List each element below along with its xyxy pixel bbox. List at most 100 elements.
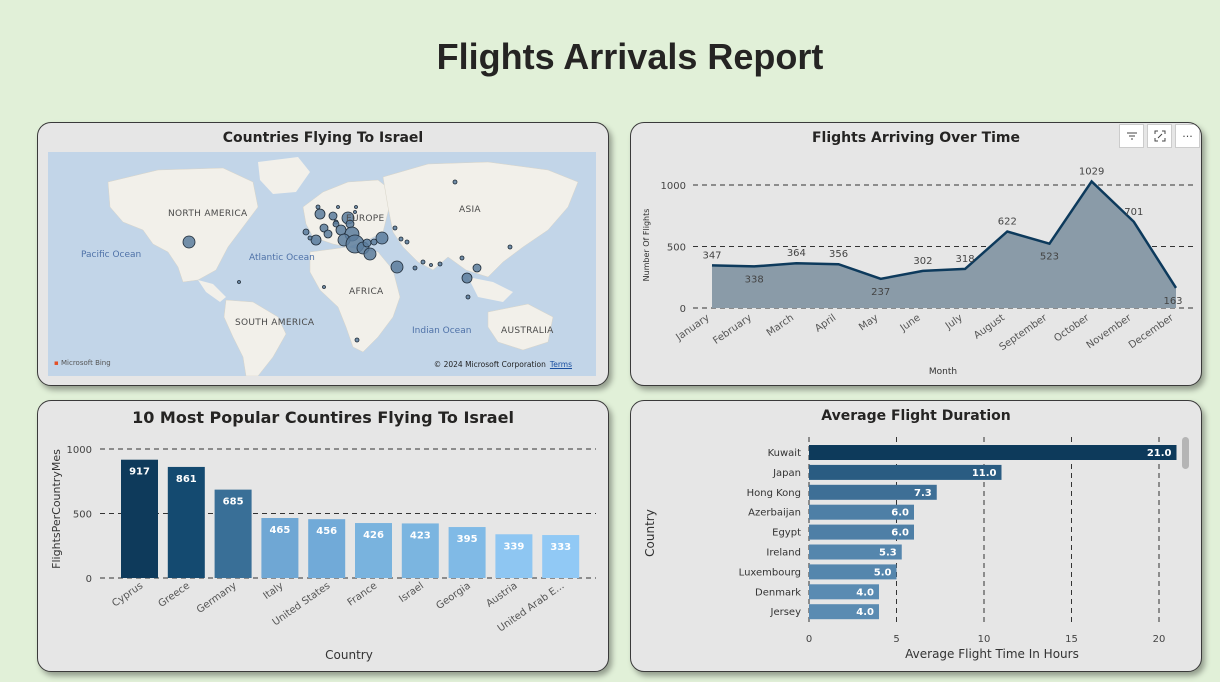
bar[interactable]: [448, 527, 486, 578]
map-bubble[interactable]: [392, 225, 398, 231]
map-bubble[interactable]: [370, 238, 378, 246]
line-data-label: 338: [745, 274, 764, 285]
label-north-america: NORTH AMERICA: [168, 209, 248, 219]
label-atlantic-ocean: Atlantic Ocean: [249, 253, 315, 263]
map-copyright: © 2024 Microsoft Corporation Terms: [434, 360, 572, 369]
line-x-tick: June: [898, 312, 923, 334]
hbar[interactable]: [809, 564, 897, 580]
hbar[interactable]: [809, 584, 879, 600]
map-bubble[interactable]: [307, 235, 313, 241]
map-bubble[interactable]: [237, 280, 241, 284]
hbar-x-tick: 0: [806, 634, 812, 645]
line-series[interactable]: [711, 179, 1178, 289]
line-chart-title: Flights Arriving Over Time: [811, 130, 1020, 146]
bar[interactable]: [542, 535, 580, 578]
hbar-y-tick: Denmark: [755, 587, 801, 598]
map-bubble[interactable]: [182, 235, 196, 249]
focus-mode-icon[interactable]: [1147, 124, 1172, 148]
terms-link[interactable]: Terms: [549, 360, 572, 369]
map-bubble[interactable]: [319, 223, 329, 233]
more-options-icon[interactable]: ···: [1175, 124, 1200, 148]
map-bubble[interactable]: [437, 261, 443, 267]
map-bubble[interactable]: [429, 263, 433, 267]
map-bubble[interactable]: [336, 205, 340, 209]
hbar-data-label: 7.3: [914, 488, 932, 499]
line-y-tick: 0: [680, 304, 686, 315]
map-bubble[interactable]: [322, 285, 326, 289]
hbar-y-axis-title: Country: [643, 509, 657, 557]
map-bubble[interactable]: [472, 263, 482, 273]
hbar-chart-canvas[interactable]: 0 5 10 15 20 21.0 Kuwait 11.0 Japan 7.3 Hong Kong…: [631, 401, 1201, 671]
map-bubble[interactable]: [461, 272, 473, 284]
bar[interactable]: [401, 523, 439, 578]
bar-y-tick: 500: [73, 510, 92, 521]
hbar[interactable]: [809, 445, 1177, 460]
map-bubble[interactable]: [363, 247, 377, 261]
map-bubble[interactable]: [452, 179, 458, 185]
map-bubble[interactable]: [465, 294, 471, 300]
label-africa: AFRICA: [349, 287, 384, 297]
hbar[interactable]: [809, 464, 1002, 480]
map-bubble[interactable]: [315, 204, 321, 210]
hbar-data-label: 5.0: [874, 567, 892, 578]
map-bubbles[interactable]: [182, 179, 513, 343]
bar-x-tick: Greece: [157, 580, 192, 609]
flights-over-time-visual[interactable]: Flights Arriving Over Time ··· 0 500 1000 …: [630, 122, 1202, 386]
bar[interactable]: [495, 534, 533, 578]
map-bubble[interactable]: [310, 234, 322, 246]
line-x-tick: December: [1127, 312, 1177, 351]
map-bubble[interactable]: [354, 205, 358, 209]
line-x-axis-title: Month: [929, 367, 957, 377]
map-bubble[interactable]: [354, 337, 360, 343]
hbar-y-tick: Azerbaijan: [748, 508, 801, 519]
line-y-tick: 1000: [661, 181, 686, 192]
bar-data-label: 917: [129, 467, 150, 478]
map-bubble[interactable]: [328, 211, 338, 221]
map-bubble[interactable]: [507, 244, 513, 250]
line-data-label: 302: [913, 256, 932, 267]
hbar-y-tick: Hong Kong: [747, 488, 801, 499]
hbar[interactable]: [809, 604, 879, 620]
line-x-tick: October: [1052, 312, 1092, 344]
bar[interactable]: [261, 518, 299, 578]
hbar[interactable]: [809, 504, 914, 520]
map-bubble[interactable]: [404, 239, 410, 245]
bar[interactable]: [167, 466, 205, 578]
hbar[interactable]: [809, 484, 937, 500]
map-bubble[interactable]: [398, 236, 404, 242]
hbar[interactable]: [809, 544, 902, 560]
map-bubble[interactable]: [390, 260, 404, 274]
map-bubble[interactable]: [323, 229, 333, 239]
hbar-x-tick: 10: [978, 634, 991, 645]
map-bubble[interactable]: [335, 224, 347, 236]
bar-data-label: 426: [363, 530, 384, 541]
popular-countries-visual[interactable]: 10 Most Popular Countires Flying To Isra…: [37, 400, 609, 672]
map-visual[interactable]: Countries Flying To Israel NORTH AMERICA…: [37, 122, 609, 386]
map-canvas[interactable]: [48, 152, 596, 376]
line-chart-canvas[interactable]: 0 500 1000 347 338 364 356 237 302 318 622 523 1029…: [631, 123, 1201, 385]
bar[interactable]: [121, 459, 158, 578]
map-bubble[interactable]: [314, 208, 326, 220]
map-bubble[interactable]: [412, 265, 418, 271]
hbar-scrollbar[interactable]: [1182, 437, 1189, 469]
bar[interactable]: [214, 489, 252, 578]
hbar[interactable]: [809, 524, 914, 540]
map-bubble[interactable]: [302, 228, 310, 236]
label-asia: ASIA: [459, 205, 481, 215]
line-data-label: 701: [1124, 207, 1143, 218]
map-bubble[interactable]: [375, 231, 389, 245]
map-bubble[interactable]: [362, 238, 372, 248]
line-data-label: 163: [1163, 296, 1182, 307]
filter-icon[interactable]: [1119, 124, 1144, 148]
flight-duration-visual[interactable]: Average Flight Duration 0 5 10 15 20 21.0 Kuw…: [630, 400, 1202, 672]
map-bubble[interactable]: [353, 210, 357, 214]
map-bubble[interactable]: [420, 259, 426, 265]
bar[interactable]: [355, 523, 392, 578]
bar-data-label: 465: [269, 525, 290, 536]
map-bubble[interactable]: [459, 255, 465, 261]
bar[interactable]: [308, 519, 346, 578]
map-bubble[interactable]: [332, 220, 340, 228]
world-map[interactable]: NORTH AMERICA EUROPE ASIA AFRICA SOUTH A…: [48, 152, 596, 376]
line-data-label: 318: [956, 254, 975, 265]
